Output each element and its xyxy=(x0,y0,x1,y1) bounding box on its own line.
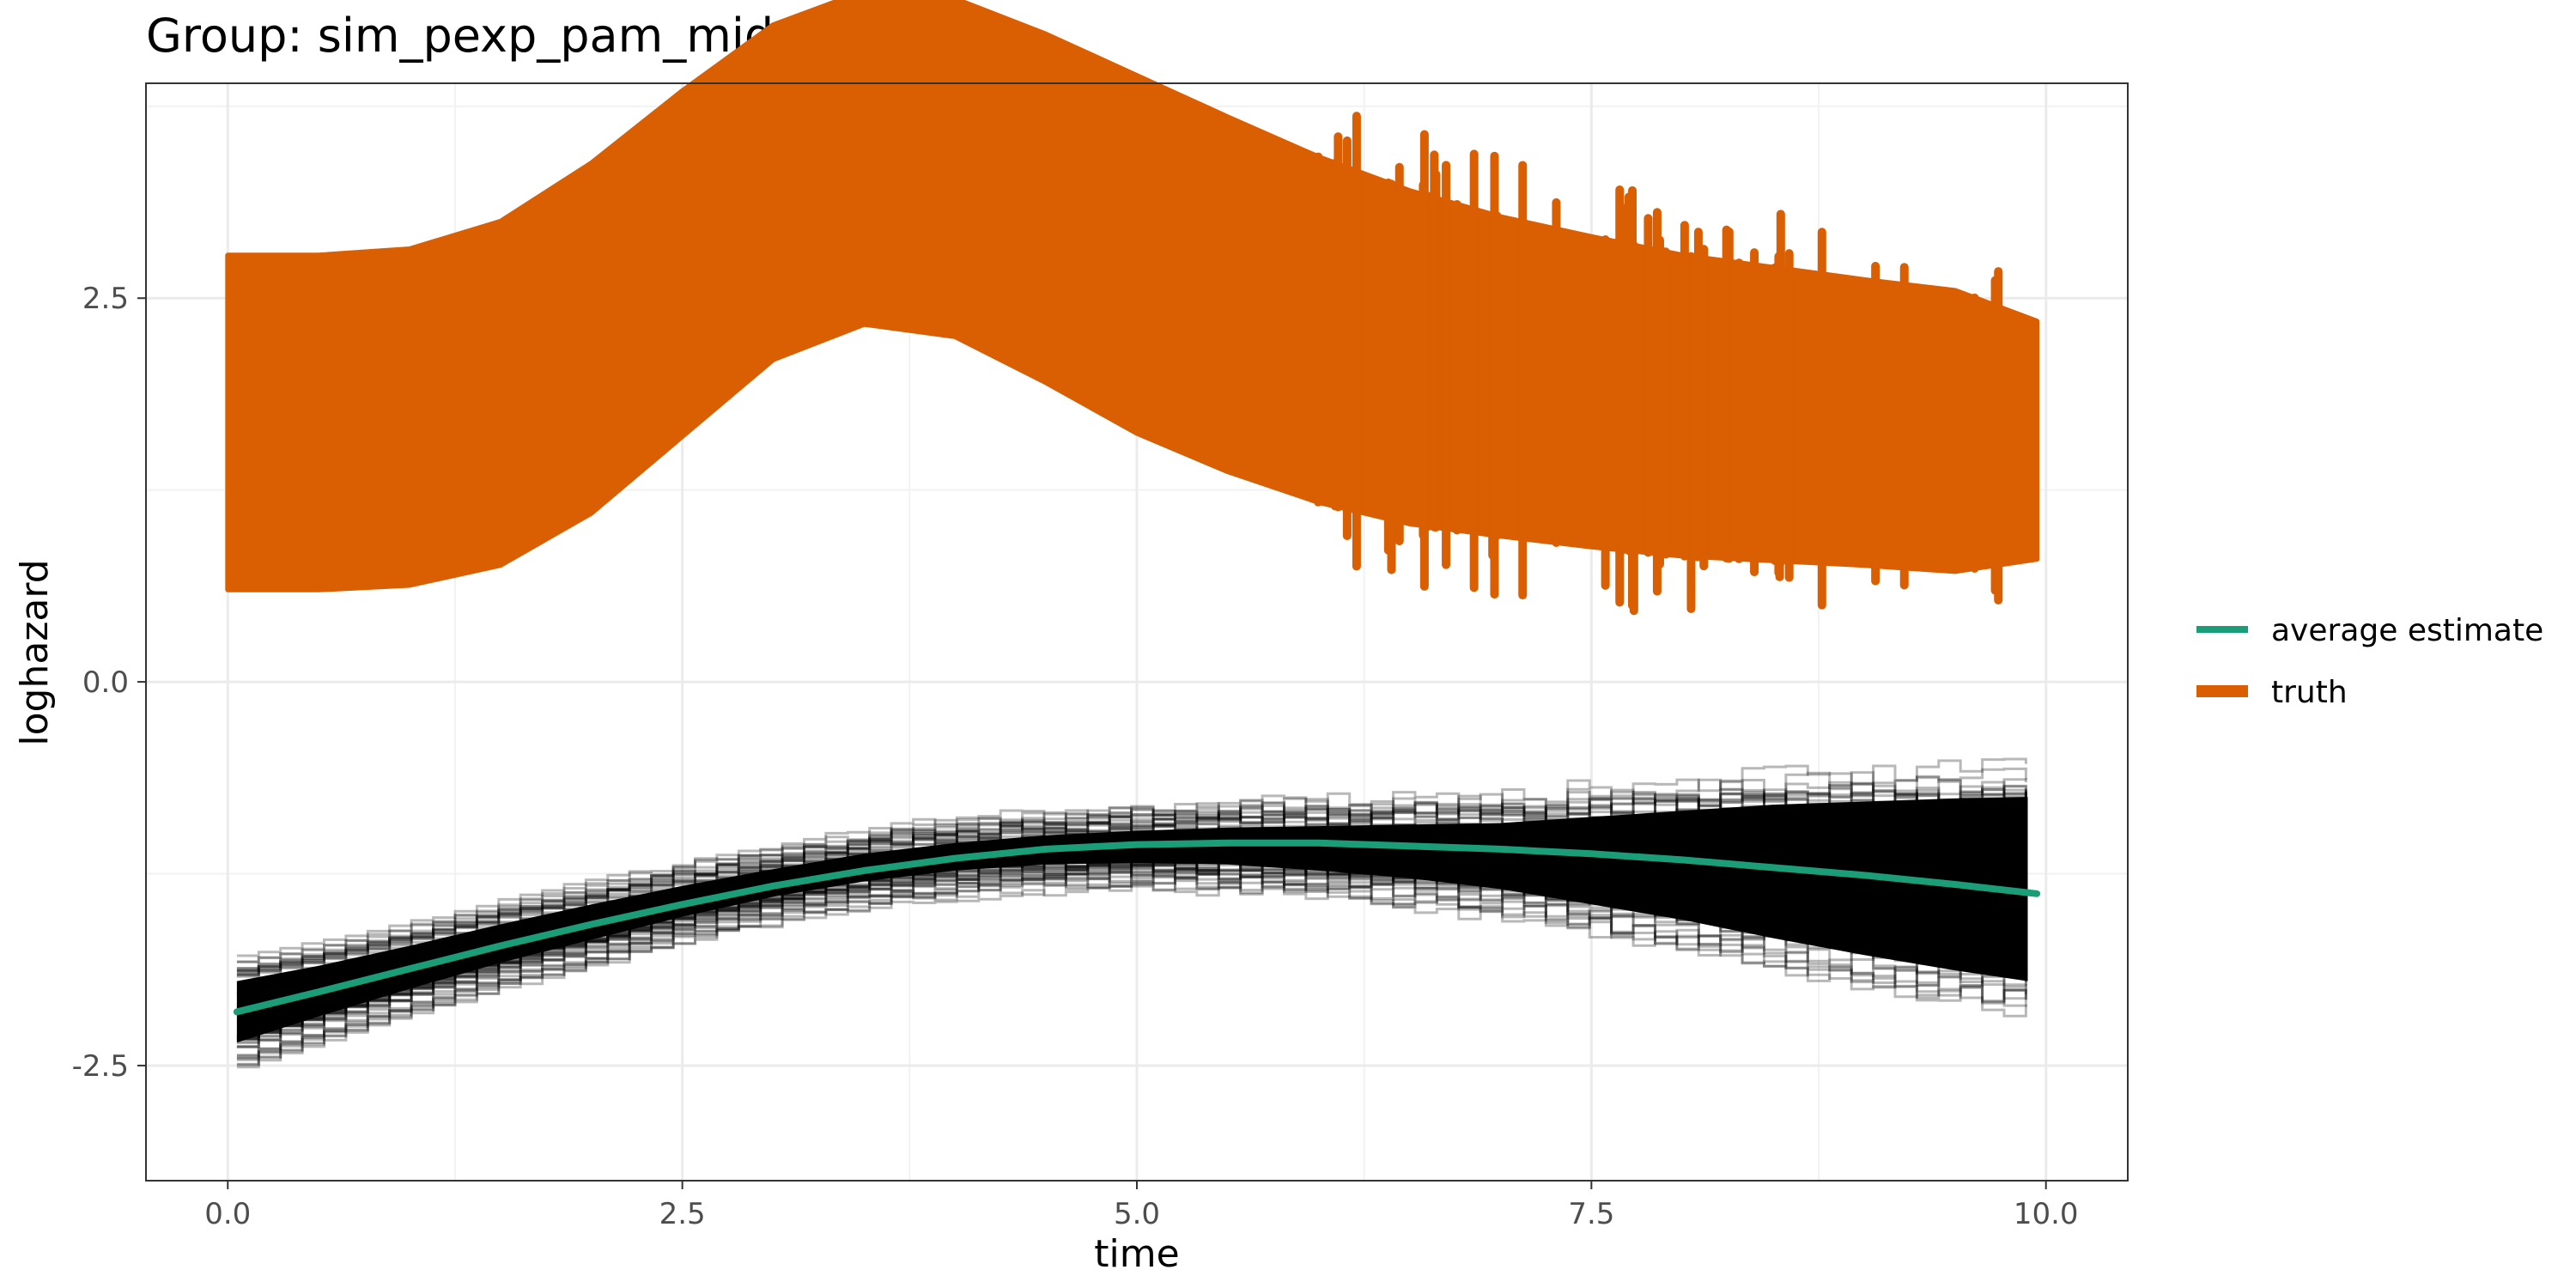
estimate-line xyxy=(236,821,2027,991)
estimate-line xyxy=(236,875,2027,1066)
y-tick-label: -2.5 xyxy=(72,1049,129,1084)
estimate-line xyxy=(236,864,2027,1048)
estimate-line xyxy=(236,771,2027,963)
x-tick-label: 5.0 xyxy=(1114,1197,1160,1231)
estimate-line xyxy=(236,767,2027,963)
estimate-line xyxy=(236,860,2027,1048)
estimate-line xyxy=(236,859,2027,1041)
estimate-line xyxy=(236,864,2027,1045)
estimate-line xyxy=(236,827,2027,999)
legend: average estimate truth xyxy=(2196,613,2543,710)
truth-series xyxy=(225,0,2040,616)
legend-label-average-estimate: average estimate xyxy=(2271,613,2543,648)
estimate-line xyxy=(236,776,2027,973)
estimate-line xyxy=(236,783,2027,973)
truth-band xyxy=(225,0,2040,592)
x-axis: 0.0 2.5 5.0 7.5 10.0 xyxy=(204,1181,2079,1231)
estimate-line xyxy=(236,856,2027,1038)
estimate-line xyxy=(236,856,2027,1039)
estimate-line xyxy=(236,788,2027,972)
x-tick-label: 10.0 xyxy=(2014,1197,2079,1231)
estimate-line xyxy=(236,818,2027,989)
estimate-line xyxy=(236,789,2027,975)
estimate-core xyxy=(236,797,2028,1043)
estimate-line xyxy=(236,858,2027,1041)
estimate-line xyxy=(236,825,2027,997)
estimate-line xyxy=(236,872,2027,1060)
estimate-line xyxy=(236,879,2027,1066)
estimate-line xyxy=(236,813,2027,985)
estimate-line xyxy=(236,824,2027,995)
estimate-line xyxy=(236,784,2027,975)
estimate-line xyxy=(236,863,2027,1043)
y-tick-label: 2.5 xyxy=(82,282,129,316)
y-axis: -2.5 0.0 2.5 xyxy=(72,282,146,1084)
estimate-line xyxy=(236,871,2027,1057)
estimate-line xyxy=(236,882,2027,1069)
estimate-line xyxy=(236,857,2027,1041)
estimate-line xyxy=(236,856,2027,1038)
x-axis-title: time xyxy=(1094,1232,1179,1276)
estimate-line xyxy=(236,854,2027,1030)
average-estimate-line xyxy=(233,839,2041,1016)
estimate-line xyxy=(236,825,2027,996)
x-tick-label: 0.0 xyxy=(204,1197,251,1231)
estimate-line xyxy=(236,787,2027,969)
estimate-line xyxy=(236,854,2027,1039)
legend-label-truth: truth xyxy=(2271,675,2348,710)
estimate-line xyxy=(236,857,2027,1041)
estimate-line xyxy=(236,872,2027,1061)
estimate-line xyxy=(236,854,2027,1035)
estimate-line xyxy=(236,757,2027,957)
estimate-line xyxy=(236,860,2027,1040)
estimate-line xyxy=(236,844,2027,1025)
estimate-line xyxy=(236,851,2027,1037)
y-axis-title: loghazard xyxy=(13,559,57,745)
estimate-line xyxy=(236,869,2027,1058)
estimate-line xyxy=(236,841,2027,1022)
estimate-line xyxy=(236,792,2027,978)
estimate-line xyxy=(236,843,2027,1021)
estimate-line xyxy=(236,825,2027,1000)
estimate-line xyxy=(236,823,2027,993)
x-tick-label: 7.5 xyxy=(1568,1197,1614,1231)
estimate-line xyxy=(236,824,2027,995)
estimate-line xyxy=(236,781,2027,972)
estimate-line xyxy=(236,779,2027,970)
x-tick-label: 2.5 xyxy=(659,1197,706,1231)
estimate-line xyxy=(236,873,2027,1060)
estimate-line xyxy=(236,785,2027,977)
y-tick-label: 0.0 xyxy=(82,665,129,700)
estimate-line xyxy=(236,866,2027,1049)
estimate-line xyxy=(236,804,2027,986)
estimate-line xyxy=(236,850,2027,1031)
average-estimate-series xyxy=(233,839,2041,1016)
estimate-line xyxy=(236,789,2027,976)
estimate-line xyxy=(236,853,2027,1033)
estimate-line xyxy=(236,855,2027,1037)
estimate-line xyxy=(236,849,2027,1025)
